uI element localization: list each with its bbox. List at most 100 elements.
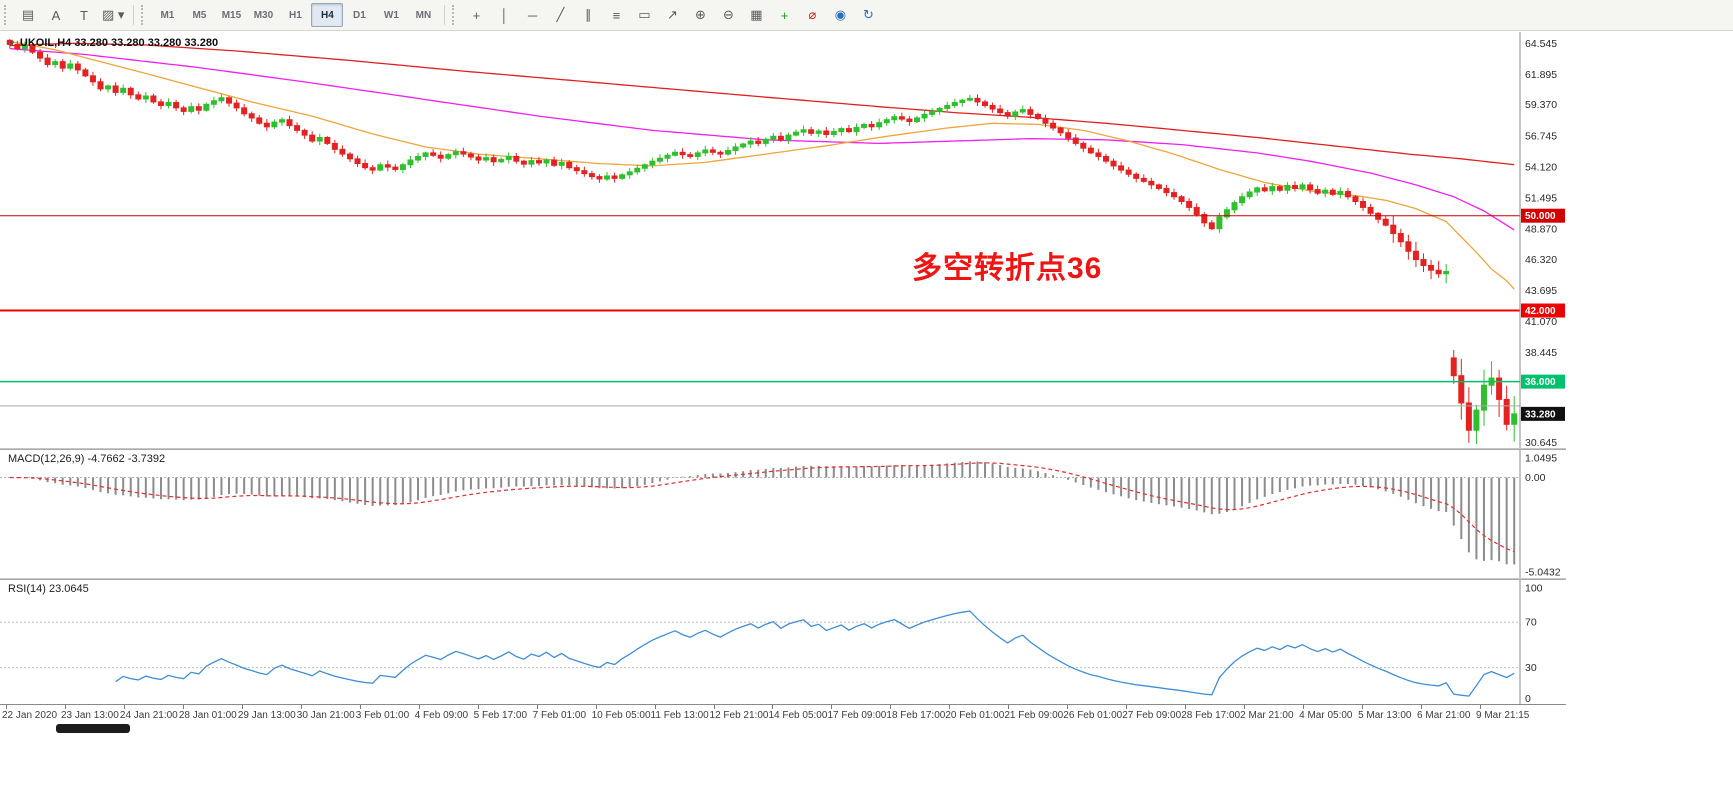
- timeframe-button-w1[interactable]: W1: [383, 9, 399, 21]
- timeframe-button-h1[interactable]: H1: [289, 9, 302, 21]
- time-tick: [359, 705, 361, 709]
- rsi-pane-canvas[interactable]: 100 70 30 0: [0, 580, 1566, 704]
- vertical-line-icon[interactable]: │: [500, 7, 509, 23]
- price-chart-canvas[interactable]: 64.545 61.895 59.370 56.745 54.120 51.495 48.8…: [0, 32, 1566, 448]
- time-label: 11 Feb 13:00: [650, 710, 709, 721]
- svg-text:59.370: 59.370: [1525, 99, 1557, 111]
- time-label: 9 Mar 21:15: [1476, 710, 1530, 721]
- time-tick: [949, 705, 951, 709]
- time-label: 24 Jan 21:00: [119, 710, 178, 721]
- time-label: 4 Mar 05:00: [1299, 710, 1353, 721]
- time-label: 17 Feb 09:00: [827, 710, 887, 721]
- timeframe-button-m5[interactable]: M5: [192, 9, 207, 21]
- tile-windows-icon[interactable]: ▦: [750, 7, 763, 22]
- parallel-channel-icon[interactable]: ∥: [585, 7, 592, 22]
- price-badge: [1521, 406, 1565, 421]
- toolbar-separator: [133, 5, 135, 25]
- time-label: 12 Feb 21:00: [709, 710, 769, 721]
- svg-text:30: 30: [1525, 662, 1537, 674]
- delete-objects-icon[interactable]: ⌀: [808, 7, 817, 22]
- time-tick: [595, 705, 597, 709]
- time-label: 7 Feb 01:00: [532, 710, 586, 721]
- chart-annotation: 多空转折点36: [912, 252, 1103, 285]
- svg-text:50.000: 50.000: [1525, 211, 1556, 222]
- macd-signal-line: [9, 462, 1515, 553]
- time-label: 3 Feb 01:00: [355, 710, 410, 721]
- time-label: 22 Jan 2020: [2, 710, 58, 721]
- svg-text:38.445: 38.445: [1525, 347, 1557, 359]
- time-tick: [1008, 705, 1010, 709]
- svg-text:1.0495: 1.0495: [1525, 452, 1557, 464]
- time-label: 20 Feb 01:00: [945, 710, 1005, 721]
- time-label: 14 Feb 05:00: [768, 710, 828, 721]
- time-tick: [536, 705, 538, 709]
- time-label: 27 Feb 09:00: [1122, 710, 1182, 721]
- time-label: 30 Jan 21:00: [296, 710, 355, 721]
- pane-splitter[interactable]: [0, 578, 1566, 580]
- collapse-arrow-icon[interactable]: ▼: [8, 38, 16, 48]
- font-tool-icon[interactable]: A: [51, 7, 61, 23]
- crosshair-icon[interactable]: +: [472, 7, 481, 23]
- symbol-ohlc-text: UKOIL,H4 33.280 33.280 33.280 33.280: [19, 37, 219, 49]
- svg-text:41.070: 41.070: [1525, 316, 1557, 328]
- trendline-icon[interactable]: ╱: [556, 7, 565, 22]
- horizontal-line-icon[interactable]: ─: [527, 7, 538, 23]
- time-tick: [64, 705, 66, 709]
- timeframe-button-m15[interactable]: M15: [221, 9, 242, 21]
- svg-text:56.745: 56.745: [1525, 130, 1557, 142]
- timeframe-button-m1[interactable]: M1: [160, 9, 175, 21]
- indicator-add-icon[interactable]: +: [780, 7, 789, 23]
- macd-label: MACD(12,26,9) -4.7662 -3.7392: [8, 453, 166, 465]
- taskbar-fragment: [56, 724, 130, 733]
- zoom-out-icon[interactable]: ⊖: [722, 7, 734, 22]
- zoom-in-icon[interactable]: ⊕: [694, 7, 706, 22]
- time-label: 29 Jan 13:00: [237, 710, 296, 721]
- time-tick: [418, 705, 420, 709]
- time-tick: [1480, 705, 1481, 709]
- toolbar-drag-handle[interactable]: [141, 5, 147, 25]
- time-label: 2 Mar 21:00: [1240, 710, 1294, 721]
- macd-pane-canvas[interactable]: 1.0495 0.00 -5.0432: [0, 450, 1566, 578]
- time-tick: [241, 705, 243, 709]
- time-tick: [6, 705, 7, 709]
- svg-text:48.870: 48.870: [1525, 224, 1557, 236]
- svg-text:54.120: 54.120: [1525, 161, 1557, 173]
- pane-splitter[interactable]: [0, 448, 1566, 450]
- price-badge: [1521, 303, 1565, 318]
- svg-text:0.00: 0.00: [1525, 472, 1546, 484]
- time-label: 4 Feb 09:00: [414, 710, 469, 721]
- svg-text:36.000: 36.000: [1525, 377, 1556, 388]
- rsi-label: RSI(14) 23.0645: [8, 583, 89, 595]
- svg-text:100: 100: [1525, 582, 1543, 594]
- time-label: 26 Feb 01:00: [1063, 710, 1123, 721]
- price-badge: [1521, 208, 1565, 223]
- chart-window-icon[interactable]: ▤: [21, 7, 35, 22]
- time-label: 5 Mar 13:00: [1358, 710, 1412, 721]
- toolbar-separator: [444, 5, 446, 25]
- shapes-icon[interactable]: ▭: [638, 7, 651, 22]
- fibonacci-icon[interactable]: ≡: [612, 7, 621, 23]
- time-tick: [654, 705, 656, 709]
- svg-text:61.895: 61.895: [1525, 69, 1557, 81]
- arrow-tool-icon[interactable]: ↗: [666, 7, 678, 22]
- timeframe-button-h4[interactable]: H4: [311, 3, 344, 27]
- toolbar-drag-handle[interactable]: [452, 5, 458, 25]
- time-tick: [1067, 705, 1069, 709]
- help-info-icon[interactable]: ◉: [834, 7, 847, 22]
- time-label: 18 Feb 17:00: [886, 710, 946, 721]
- timeframe-button-mn[interactable]: MN: [415, 9, 432, 21]
- svg-text:0: 0: [1525, 693, 1531, 704]
- time-label: 21 Feb 09:00: [1004, 710, 1064, 721]
- toolbar-drag-handle[interactable]: [4, 5, 10, 25]
- time-tick: [1126, 705, 1128, 709]
- svg-text:42.000: 42.000: [1525, 306, 1556, 317]
- svg-text:70: 70: [1525, 617, 1537, 629]
- time-tick: [1421, 705, 1423, 709]
- timeframe-button-m30[interactable]: M30: [253, 9, 274, 21]
- time-axis[interactable]: 22 Jan 2020 23 Jan 13:00 24 Jan 21:00 28 Ja…: [0, 704, 1566, 725]
- text-tool-icon[interactable]: T: [80, 7, 88, 23]
- refresh-icon[interactable]: ↻: [862, 7, 874, 22]
- draw-shapes-dropdown-icon[interactable]: ▨ ▾: [102, 7, 125, 22]
- svg-text:51.495: 51.495: [1525, 192, 1557, 204]
- timeframe-button-d1[interactable]: D1: [353, 9, 366, 21]
